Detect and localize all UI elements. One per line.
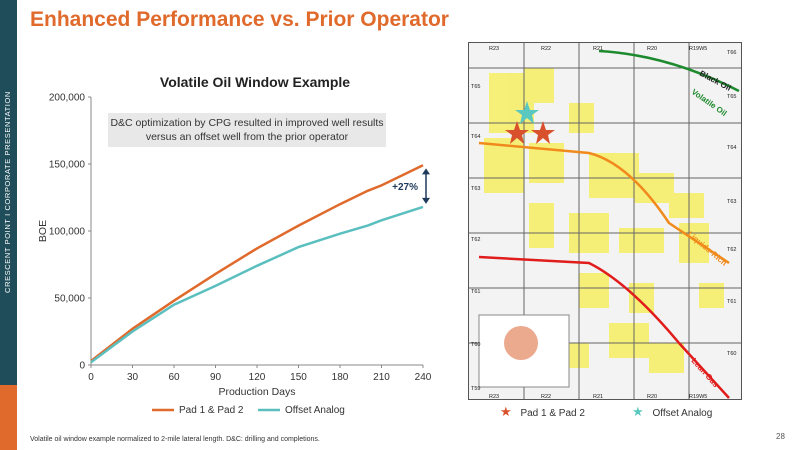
sidebar-label: CRESCENT POINT I CORPORATE PRESENTATION — [3, 91, 12, 293]
y-tick-label: 200,000 — [49, 93, 86, 104]
top-label: R19W5 — [689, 46, 707, 52]
page-title: Enhanced Performance vs. Prior Operator — [30, 8, 449, 31]
top-label: R22 — [541, 46, 551, 52]
right-label: T65 — [727, 94, 736, 100]
legend-label: Offset Analog — [652, 408, 713, 419]
left-label: T62 — [471, 237, 480, 243]
x-tick-label: 180 — [332, 372, 349, 383]
bottom-label: R20 — [647, 394, 657, 400]
right-label: T66 — [727, 50, 736, 56]
left-label: T64 — [471, 134, 480, 140]
callout-label: +27% — [392, 182, 418, 193]
lean-gas-label: Lean Gas — [690, 356, 721, 389]
x-tick-label: 240 — [415, 372, 432, 383]
volatile-oil-label: Volatile Oil — [690, 87, 729, 118]
play-map: R23 R22 R21 R20 R19W5 R23 R22 R21 R20 R1… — [468, 42, 742, 400]
black-oil-line — [598, 49, 740, 93]
x-tick-label: 90 — [210, 372, 222, 383]
x-tick-label: 210 — [373, 372, 390, 383]
sidebar-accent — [0, 385, 17, 450]
bottom-label: R23 — [489, 394, 499, 400]
chart-annotation: D&C optimization by CPG resulted in impr… — [108, 113, 386, 147]
y-axis-label: BOE — [37, 220, 49, 242]
right-label: T62 — [727, 247, 736, 253]
star-icon: ★ — [632, 404, 644, 419]
right-label: T64 — [727, 145, 736, 151]
series-line-pads — [90, 164, 424, 362]
left-label: T61 — [471, 289, 480, 295]
legend-item-offset: ★ Offset Analog — [632, 404, 712, 420]
offset-analog-star-icon — [515, 101, 539, 124]
chart-title: Volatile Oil Window Example — [159, 74, 351, 90]
callout-arrow-head-down — [422, 197, 430, 204]
inset-highlight — [504, 326, 538, 360]
liquids-rich-line — [478, 141, 730, 265]
x-tick-label: 30 — [127, 372, 139, 383]
top-label: R20 — [647, 46, 657, 52]
y-tick-label: 0 — [79, 361, 85, 372]
map-drawing: R23 R22 R21 R20 R19W5 R23 R22 R21 R20 R1… — [469, 43, 741, 400]
x-tick-label: 0 — [88, 372, 94, 383]
x-axis-label: Production Days — [218, 386, 295, 398]
left-label: T59 — [471, 386, 480, 392]
y-tick-label: 100,000 — [49, 227, 86, 238]
legend-item-pads: ★ Pad 1 & Pad 2 — [500, 404, 585, 420]
township-grid — [469, 43, 741, 399]
left-label: T65 — [471, 84, 480, 90]
legend-label: Pad 1 & Pad 2 — [520, 408, 585, 419]
star-icon: ★ — [500, 404, 512, 419]
callout-arrow-head-up — [422, 168, 430, 175]
bottom-label: R19W5 — [689, 394, 707, 400]
y-tick-label: 150,000 — [49, 160, 86, 171]
right-label: T61 — [727, 299, 736, 305]
x-tick-label: 60 — [168, 372, 180, 383]
x-tick-label: 120 — [249, 372, 266, 383]
right-label: T60 — [727, 351, 736, 357]
series-line-offset — [90, 205, 424, 364]
line-chart: 0 50,000 100,000 150,000 200,000 0 30 60 90 120 15… — [37, 93, 432, 417]
bottom-label: R21 — [593, 394, 603, 400]
right-label: T63 — [727, 199, 736, 205]
top-label: R21 — [593, 46, 603, 52]
bottom-label: R22 — [541, 394, 551, 400]
top-label: R23 — [489, 46, 499, 52]
left-label: T60 — [471, 342, 480, 348]
black-oil-label: Black Oil — [698, 69, 732, 93]
page-number: 28 — [776, 432, 785, 441]
legend-label: Offset Analog — [285, 405, 345, 416]
legend-label: Pad 1 & Pad 2 — [179, 405, 244, 416]
pad-1-star-icon — [505, 121, 529, 144]
lean-gas-line — [478, 255, 730, 399]
x-tick-label: 150 — [290, 372, 307, 383]
y-tick-label: 50,000 — [54, 294, 85, 305]
township-labels: R23 R22 R21 R20 R19W5 R23 R22 R21 R20 R1… — [471, 46, 736, 400]
sidebar: CRESCENT POINT I CORPORATE PRESENTATION — [0, 0, 17, 450]
pad-2-star-icon — [531, 121, 555, 144]
footnote: Volatile oil window example normalized t… — [30, 436, 320, 443]
left-label: T63 — [471, 186, 480, 192]
